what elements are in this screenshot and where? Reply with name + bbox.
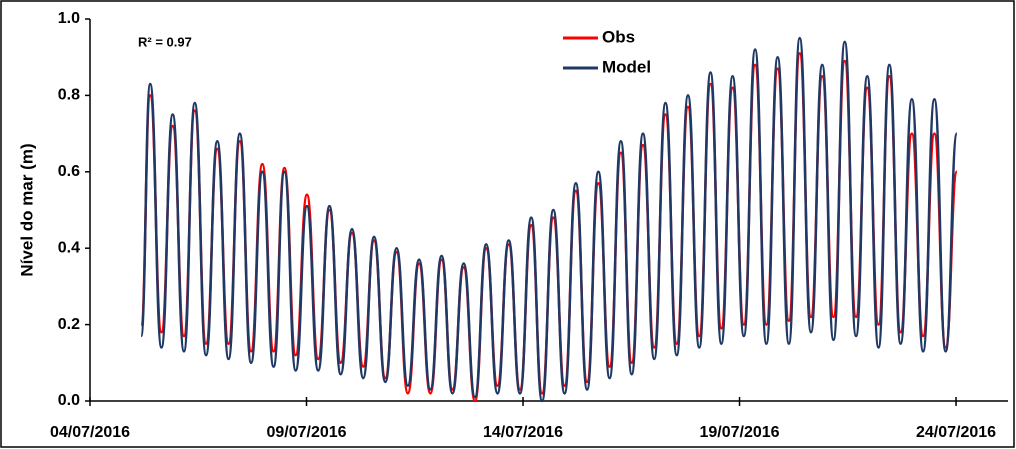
x-tick-label: 04/07/2016	[50, 424, 130, 441]
legend-label: Obs	[602, 27, 635, 46]
legend-label: Model	[602, 57, 651, 76]
y-tick-label: 1.0	[58, 10, 80, 27]
y-tick-label: 0.0	[58, 392, 80, 409]
x-tick-label: 14/07/2016	[483, 424, 563, 441]
x-tick-label: 09/07/2016	[266, 424, 346, 441]
y-axis-label: Nível do mar (m)	[17, 143, 36, 276]
x-tick-label: 24/07/2016	[916, 424, 996, 441]
y-tick-label: 0.4	[58, 239, 80, 256]
y-tick-label: 0.2	[58, 316, 80, 333]
annotation: R² = 0.97	[138, 34, 192, 49]
series-line	[139, 36, 959, 403]
x-tick-label: 19/07/2016	[699, 424, 779, 441]
y-tick-label: 0.6	[58, 163, 80, 180]
y-tick-label: 0.8	[58, 87, 80, 104]
